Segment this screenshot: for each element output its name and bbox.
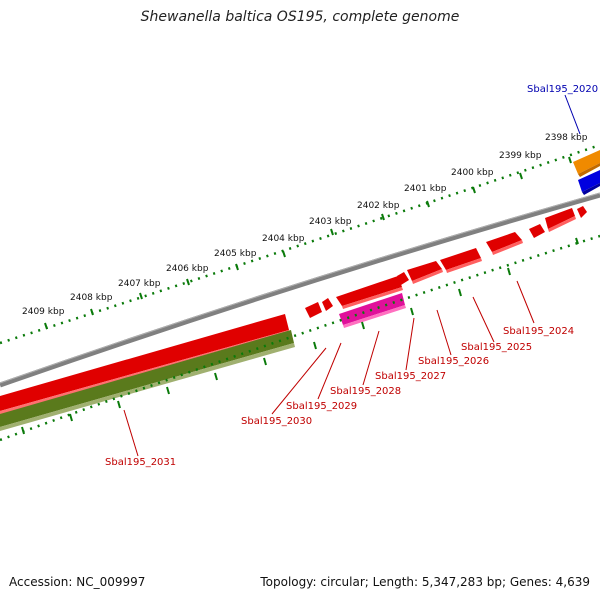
accession-text: Accession: NC_009997 bbox=[9, 575, 146, 589]
inner-tick bbox=[507, 267, 511, 276]
gene-arrow bbox=[573, 150, 600, 174]
map-title: Shewanella baltica OS195, complete genom… bbox=[140, 9, 460, 25]
gene-label: Sbal195_2030 bbox=[241, 416, 312, 427]
tick-2399 bbox=[519, 172, 523, 180]
tick-2404 bbox=[282, 250, 286, 258]
scale-labels: 2398 kbp 2399 kbp 2400 kbp 2401 kbp 2402… bbox=[22, 133, 588, 317]
inner-tick bbox=[263, 357, 267, 366]
gene-arrow bbox=[407, 261, 442, 281]
tick-2403 bbox=[330, 228, 334, 236]
tick-2405 bbox=[235, 263, 239, 271]
tick-2409 bbox=[44, 322, 48, 330]
forward-genes bbox=[305, 150, 600, 318]
gene-label: Sbal195_2031 bbox=[105, 457, 176, 468]
leader-lines bbox=[123, 94, 581, 457]
gene-label: Sbal195_2025 bbox=[461, 342, 532, 353]
tick-2406 bbox=[186, 278, 190, 286]
scale-label: 2408 kbp bbox=[70, 293, 113, 303]
gene-arrow bbox=[322, 298, 333, 311]
gene-arrow-olive bbox=[0, 330, 294, 427]
gene-arrow bbox=[529, 224, 545, 238]
gene-arrow bbox=[545, 208, 575, 229]
scale-label: 2409 kbp bbox=[22, 307, 65, 317]
inner-tick bbox=[361, 321, 365, 330]
scale-label: 2404 kbp bbox=[262, 234, 305, 244]
gene-arrow bbox=[578, 170, 600, 192]
gene-arrow-magenta-shade bbox=[343, 305, 406, 328]
leader-line bbox=[472, 296, 495, 343]
gene-arrow-magenta bbox=[339, 293, 405, 325]
gene-arrow bbox=[412, 269, 443, 284]
tick-2398 bbox=[568, 156, 572, 164]
scale-label: 2406 kbp bbox=[166, 264, 209, 274]
inner-tick bbox=[214, 372, 218, 381]
gene-arrow bbox=[582, 183, 600, 195]
inner-tick bbox=[117, 400, 121, 409]
gene-arrow bbox=[548, 216, 576, 232]
leader-line bbox=[271, 347, 327, 415]
inner-tick bbox=[166, 386, 170, 395]
gene-arrow bbox=[305, 302, 322, 318]
gene-label: Sbal195_2020 bbox=[527, 84, 598, 95]
inner-tick bbox=[458, 288, 462, 297]
gene-label: Sbal195_2028 bbox=[330, 386, 401, 397]
inner-major-ticks bbox=[21, 237, 579, 435]
inner-scale-ring bbox=[0, 234, 600, 442]
genome-backbone-highlight bbox=[0, 192, 600, 384]
gene-arrow bbox=[440, 248, 481, 270]
leader-line bbox=[362, 330, 380, 386]
inner-tick bbox=[410, 307, 414, 316]
leader-line bbox=[516, 280, 535, 324]
scale-label: 2403 kbp bbox=[309, 217, 352, 227]
gene-arrow bbox=[446, 258, 482, 273]
gene-arrow bbox=[492, 240, 523, 255]
gene-arrow bbox=[486, 232, 522, 252]
gene-label: Sbal195_2026 bbox=[418, 356, 489, 367]
scale-label: 2401 kbp bbox=[404, 184, 447, 194]
scale-label: 2400 kbp bbox=[451, 168, 494, 178]
inner-tick bbox=[313, 341, 317, 350]
scale-label: 2398 kbp bbox=[545, 133, 588, 143]
tick-2400 bbox=[472, 186, 476, 194]
leader-line bbox=[405, 317, 415, 371]
scale-label: 2399 kbp bbox=[499, 151, 542, 161]
outer-major-ticks bbox=[44, 156, 572, 330]
inner-tick bbox=[21, 426, 25, 435]
topology-summary: Topology: circular; Length: 5,347,283 bp… bbox=[260, 575, 590, 589]
gene-arrow bbox=[578, 163, 600, 177]
leader-line bbox=[317, 342, 342, 400]
gene-label: Sbal195_2029 bbox=[286, 401, 357, 412]
tick-2407 bbox=[139, 292, 143, 300]
tick-2408 bbox=[90, 308, 94, 316]
leader-line bbox=[123, 409, 139, 457]
leader-line bbox=[564, 94, 581, 135]
scale-label: 2405 kbp bbox=[214, 249, 257, 259]
inner-tick bbox=[575, 237, 579, 245]
gene-label: Sbal195_2024 bbox=[503, 326, 574, 337]
scale-label: 2402 kbp bbox=[357, 201, 400, 211]
gene-arrow-large bbox=[0, 314, 289, 411]
inner-tick bbox=[69, 413, 73, 422]
genome-backbone bbox=[0, 192, 600, 388]
tick-2401 bbox=[426, 200, 430, 208]
leader-line bbox=[436, 309, 452, 356]
gene-arrow bbox=[336, 276, 402, 306]
gene-labels: Sbal195_2020 Sbal195_2024 Sbal195_2025 S… bbox=[105, 84, 598, 468]
scale-label: 2407 kbp bbox=[118, 279, 161, 289]
gene-arrow bbox=[342, 287, 403, 309]
gene-arrow-olive-shade bbox=[0, 343, 295, 431]
gene-arrow bbox=[577, 206, 587, 218]
gene-label: Sbal195_2027 bbox=[375, 371, 446, 382]
tick-2402 bbox=[381, 213, 385, 221]
